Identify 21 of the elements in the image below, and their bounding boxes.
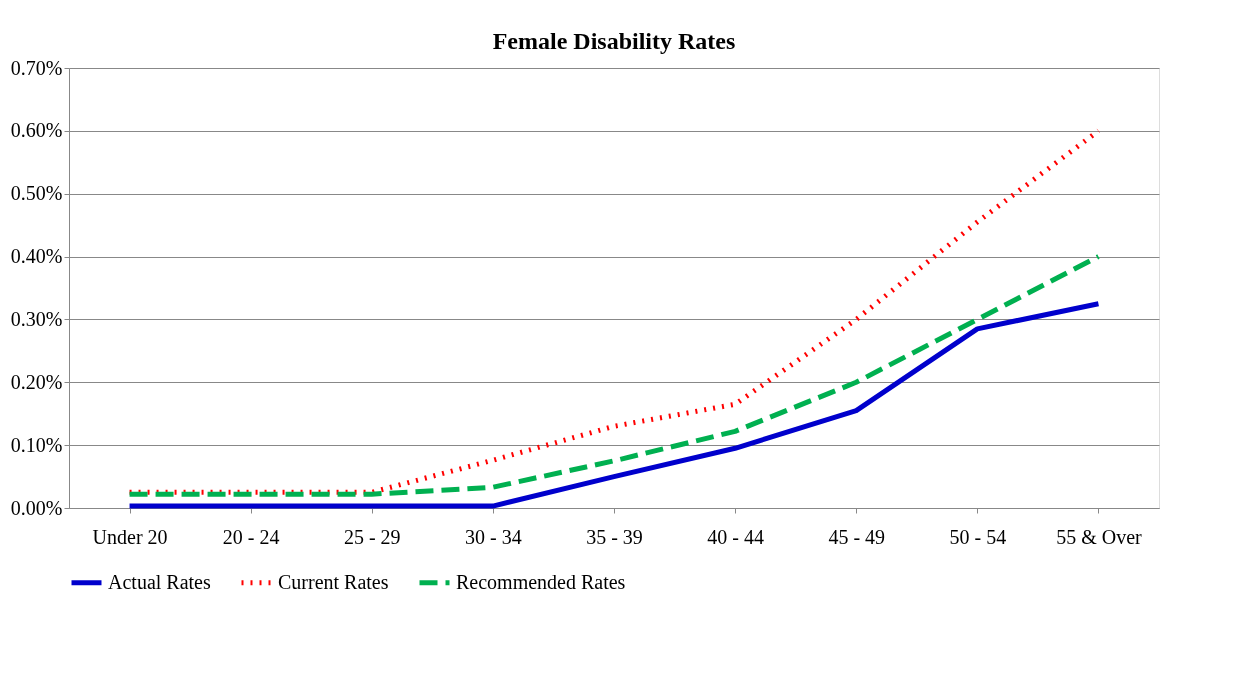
x-tick-label: 35 - 39 xyxy=(586,525,643,548)
chart-title: Female Disability Rates xyxy=(492,28,736,54)
y-tick-label: 0.00% xyxy=(10,496,63,519)
y-tick-label: 0.60% xyxy=(10,119,63,142)
legend-label: Current Rates xyxy=(278,570,389,593)
x-tick-label: 20 - 24 xyxy=(222,525,280,548)
y-tick-label: 0.40% xyxy=(10,245,63,268)
legend-label: Recommended Rates xyxy=(456,570,626,593)
y-tick-label: 0.70% xyxy=(10,56,63,79)
x-tick-label: 25 - 29 xyxy=(343,525,401,548)
x-tick-label: 55 & Over xyxy=(1056,525,1143,548)
legend-label: Actual Rates xyxy=(108,570,211,593)
x-tick-label: 50 - 54 xyxy=(949,525,1007,548)
x-tick-label: 45 - 49 xyxy=(828,525,886,548)
y-tick-label: 0.30% xyxy=(10,307,63,330)
x-tick-label: Under 20 xyxy=(92,525,168,548)
x-tick-label: 40 - 44 xyxy=(707,525,764,548)
y-tick-label: 0.20% xyxy=(10,370,63,393)
x-tick-label: 30 - 34 xyxy=(465,525,522,548)
y-tick-label: 0.10% xyxy=(10,433,63,456)
y-tick-label: 0.50% xyxy=(10,182,63,205)
